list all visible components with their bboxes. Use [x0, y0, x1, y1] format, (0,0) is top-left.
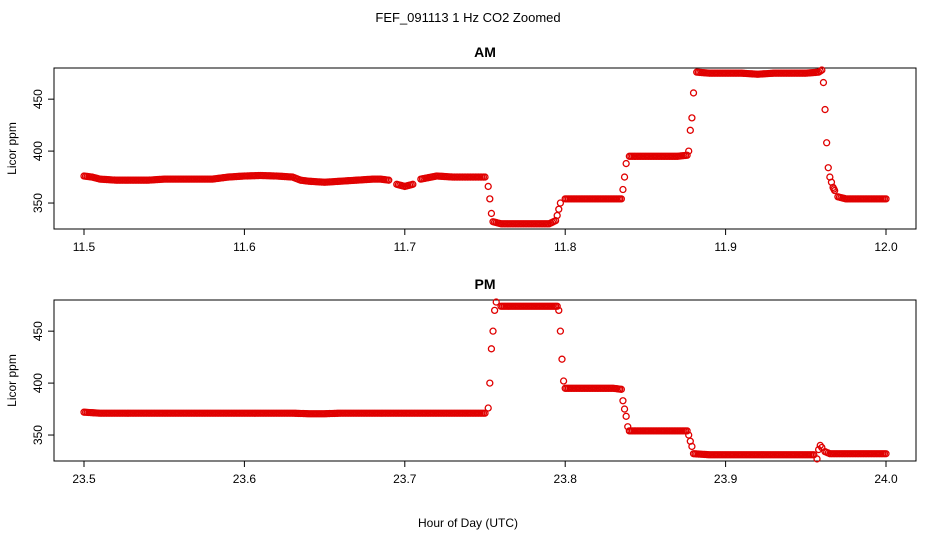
panel-pm-data-point [492, 298, 500, 306]
panel-am-data-point [818, 66, 826, 74]
panel-pm-x-tick-label: 23.8 [554, 472, 578, 486]
panel-am-y-tick-label: 450 [31, 89, 45, 109]
panel-am-y-axis-label: Licor ppm [5, 122, 19, 175]
panel-pm-data-point [619, 397, 627, 405]
panel-pm-title: PM [475, 276, 496, 292]
panel-pm-x-tick-label: 23.9 [714, 472, 738, 486]
panel-pm-x-tick-label: 23.5 [72, 472, 96, 486]
panel-am-data-point [823, 139, 831, 147]
panel-am-x-tick-label: 11.8 [554, 240, 577, 254]
panel-pm-points [80, 298, 890, 463]
panel-am-x-tick-label: 11.7 [394, 240, 417, 254]
panel-pm-y-axis-label: Licor ppm [5, 354, 19, 407]
panel-pm-data-point [882, 450, 890, 458]
panel-pm-data-point [622, 412, 630, 420]
panel-am-x-tick-label: 11.9 [714, 240, 737, 254]
panel-pm-data-point [555, 306, 563, 315]
panel-am-data-point [683, 151, 691, 159]
panel-pm-data-point [683, 427, 691, 435]
panel-am-data-point [486, 195, 494, 203]
panel-am-data-point [556, 199, 565, 207]
panel-am-data-point [385, 176, 393, 184]
panel-am-y-tick-label: 350 [31, 193, 45, 213]
panel-am-x-tick-label: 11.6 [233, 240, 256, 254]
panel-am-data-point [686, 126, 694, 134]
panel-am-data-point [819, 78, 828, 87]
panel-pm-data-point [481, 409, 489, 417]
panel-am-data-point [821, 105, 829, 114]
panel-am-data-point [487, 209, 496, 218]
panel-am-data-point [882, 195, 890, 203]
panel-pm-y-tick-label: 350 [31, 425, 45, 445]
panel-am-y-tick-label: 400 [31, 141, 45, 161]
panel-pm-data-point [486, 379, 494, 387]
panel-am-x-tick-label: 12.0 [874, 240, 898, 254]
panel-am-data-point [831, 186, 839, 195]
panel-am-plot-frame [53, 67, 917, 230]
panel-pm-y-tick-label: 400 [31, 373, 45, 393]
panel-am-data-point [688, 114, 696, 122]
panel-am-data-point [484, 182, 492, 191]
panel-pm-data-point [490, 306, 499, 315]
panel-am-data-point [824, 164, 832, 172]
panel-am-data-point [617, 195, 625, 203]
panel-pm-data-point [813, 455, 821, 463]
panel-am-data-point [555, 205, 563, 213]
panel-pm-data-point [559, 377, 568, 385]
panel-pm-y-tick-label: 450 [31, 321, 45, 341]
panel-pm-data-point [489, 327, 497, 335]
figure-title: FEF_091113 1 Hz CO2 Zoomed [375, 10, 560, 25]
panel-am-data-point [481, 173, 489, 181]
panel-pm-data-point [558, 355, 566, 363]
panel-am-data-point [619, 185, 627, 194]
panel-am-axes: 11.5 11.6 11.7 11.8 11.9 12.0 350 400 450 [31, 89, 898, 254]
panel-am-data-point [409, 180, 417, 188]
panel-am-data-point [685, 147, 693, 155]
panel-pm-data-point [556, 327, 565, 335]
panel-pm-data-point [484, 404, 492, 412]
panel-am-points [80, 66, 890, 228]
panel-pm-data-point [487, 345, 496, 353]
panel-am-data-point [689, 89, 698, 97]
panel-pm-data-point [688, 442, 696, 451]
panel-pm-x-tick-label: 23.7 [393, 472, 417, 486]
panel-am-title: AM [474, 44, 496, 60]
panel-pm-data-point [617, 385, 625, 393]
panel-pm-plot-frame [53, 299, 917, 462]
panel-am-data-point [620, 173, 629, 181]
panel-pm-x-tick-label: 23.6 [233, 472, 257, 486]
panel-am-data-point [622, 159, 630, 168]
panel-pm: PM Licor ppm 23.5 23.6 23.7 23.8 23.9 24.0 350… [5, 276, 917, 486]
panel-pm-data-point [553, 302, 561, 310]
panel-am-x-tick-label: 11.5 [73, 240, 96, 254]
panel-pm-axes: 23.5 23.6 23.7 23.8 23.9 24.0 350 400 450 [31, 321, 898, 486]
x-axis-title: Hour of Day (UTC) [418, 516, 518, 530]
panel-pm-x-tick-label: 24.0 [874, 472, 898, 486]
panel-am: AM Licor ppm 11.5 11.6 11.7 11.8 11.9 12.0 350… [5, 44, 917, 254]
panel-pm-data-point [620, 405, 629, 413]
